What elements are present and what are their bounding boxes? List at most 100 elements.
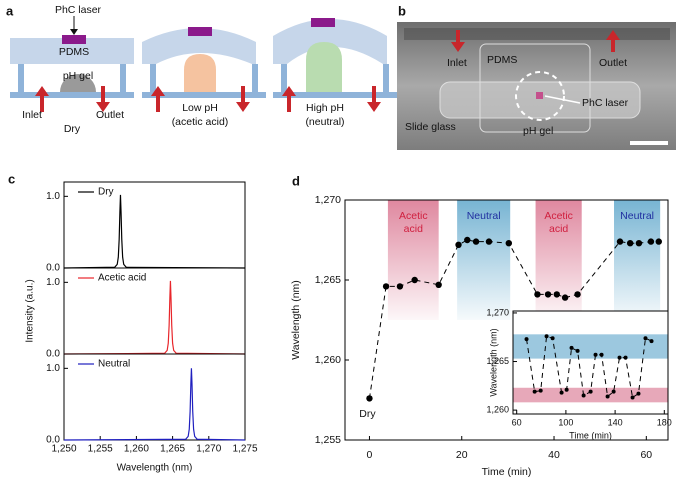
pointer (544, 95, 581, 104)
data-point (455, 241, 462, 248)
arrow (451, 30, 465, 52)
data-point (472, 238, 480, 245)
panel-label: c (8, 171, 15, 186)
data-point (411, 276, 418, 284)
panel-a: a PhC laser PDMS pH gel Inlet Outlet Dry… (6, 3, 397, 135)
wall (252, 64, 258, 94)
arrow (606, 30, 620, 52)
arrow (35, 86, 49, 112)
x-axis-label: Time (min) (482, 466, 532, 478)
x-axis-label: Wavelength (nm) (117, 463, 193, 474)
label: Low pH (182, 102, 218, 114)
data-point (581, 393, 586, 398)
data-point (623, 355, 628, 360)
x-tick-label: 20 (456, 449, 468, 461)
data-point (524, 337, 529, 342)
data-point (534, 291, 541, 298)
band-label: Neutral (620, 210, 654, 222)
y-tick-label: 1,270 (486, 307, 509, 317)
label: Slide glass (405, 121, 456, 133)
y-tick-label: 1,265 (315, 274, 341, 286)
gel-circle (515, 71, 565, 121)
panel-label: b (398, 3, 406, 18)
data-point (553, 291, 560, 298)
label: PDMS (59, 46, 89, 58)
data-point (575, 348, 580, 353)
data-point (636, 391, 641, 396)
x-tick-label: 40 (548, 449, 560, 461)
data-point (550, 336, 555, 341)
axes-frame (512, 310, 669, 415)
data-line (63, 194, 246, 269)
band (387, 200, 439, 320)
legend-label: Acetic acid (98, 273, 146, 284)
data-point (655, 238, 662, 245)
label: High pH (306, 102, 344, 114)
gel (184, 54, 216, 92)
y-tick-label: 1,260 (315, 354, 341, 366)
data-line (63, 280, 246, 355)
data-point (605, 394, 610, 399)
data-point (635, 240, 643, 247)
axes-frame (63, 353, 246, 441)
wall (18, 64, 24, 94)
state-low-ph: Low pH (acetic acid) (142, 27, 266, 128)
phc-laser (62, 35, 86, 44)
pointer (70, 29, 78, 35)
x-tick-label: 100 (558, 417, 573, 427)
data-point (382, 283, 390, 290)
data-point (588, 389, 593, 394)
label: Outlet (96, 109, 124, 121)
data-point (366, 395, 373, 402)
gel (60, 74, 96, 92)
y-axis-label: Wavelength (nm) (290, 280, 302, 360)
x-tick-label: 1,260 (124, 444, 149, 455)
band-label-line: Acetic (544, 210, 573, 222)
arrow (96, 86, 110, 112)
band (513, 387, 668, 403)
data-point (617, 355, 622, 360)
band-label-line: acid (404, 223, 423, 235)
data-point (574, 291, 581, 298)
arrow (151, 86, 165, 112)
arrow (282, 86, 296, 112)
phc-laser (188, 27, 212, 36)
y-tick-label: 1.0 (46, 363, 60, 374)
band (513, 334, 668, 359)
label: PhC laser (582, 97, 629, 109)
y-tick-label: 0.0 (46, 435, 60, 446)
panel-label: a (6, 3, 14, 18)
label: PhC laser (55, 4, 102, 16)
panel-label: d (292, 173, 300, 188)
data-point (564, 387, 569, 392)
data-point (544, 334, 549, 339)
annotation: Dry (359, 408, 376, 420)
slide (273, 92, 397, 98)
wall (383, 64, 389, 94)
band (457, 200, 511, 320)
label: Inlet (22, 109, 42, 121)
data-point (544, 291, 552, 298)
y-tick-label: 1,270 (315, 194, 341, 206)
data-point (643, 336, 648, 341)
wall (281, 64, 287, 94)
axes-frame (63, 267, 246, 355)
label: pH gel (63, 70, 93, 82)
y-tick-label: 1.0 (46, 191, 60, 202)
x-tick-label: 1,275 (232, 444, 257, 455)
band-label: Acetic acid (399, 210, 428, 235)
data-point (559, 390, 564, 395)
band-label: Neutral (467, 210, 501, 222)
panel-b: b Inlet PDMS Outlet PhC laser Slide glas… (397, 3, 676, 150)
x-tick-label: 1,250 (51, 444, 76, 455)
data-line (368, 239, 659, 399)
data-point (649, 339, 654, 344)
label: Outlet (599, 57, 627, 69)
y-tick-label: 0.0 (46, 263, 60, 274)
data-point (616, 238, 624, 245)
phc-laser (536, 92, 543, 99)
y-tick-label: 1,260 (486, 404, 509, 414)
x-tick-label: 1,255 (88, 444, 113, 455)
wall (150, 64, 156, 94)
